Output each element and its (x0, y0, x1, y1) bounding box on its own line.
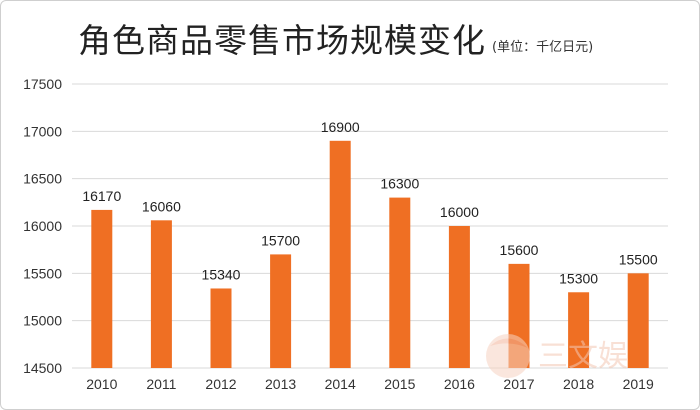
data-label: 15700 (261, 232, 300, 248)
bar-2016 (448, 226, 470, 368)
y-tick-label: 16500 (23, 171, 62, 187)
data-label: 15500 (619, 251, 658, 267)
x-tick-label: 2012 (205, 376, 236, 392)
x-tick-label: 2013 (265, 376, 296, 392)
x-tick-label: 2014 (325, 376, 356, 392)
bar-2012 (210, 288, 232, 368)
bar-2014 (329, 140, 351, 368)
data-label: 16900 (321, 119, 360, 135)
x-tick-label: 2015 (384, 376, 415, 392)
bar-2019 (627, 273, 649, 368)
bars (91, 140, 649, 368)
chart-title: 角色商品零售市场规模变化 (78, 21, 486, 60)
watermark-text: 三文娱 (538, 339, 628, 374)
x-tick-label: 2018 (563, 376, 594, 392)
data-label: 15340 (202, 266, 241, 282)
data-label: 16060 (142, 198, 181, 214)
x-axis: 2010 2011 2012 2013 2014 2015 2016 2017 2018 2019 (86, 376, 654, 392)
bar-2011 (150, 220, 172, 368)
bar-2013 (270, 254, 292, 368)
data-label: 15300 (559, 270, 598, 286)
bar-2010 (91, 209, 113, 368)
y-axis: 14500 15000 15500 16000 16500 17000 17500 (23, 76, 62, 376)
y-tick-label: 15500 (23, 265, 62, 281)
data-label: 15600 (500, 242, 539, 258)
x-tick-label: 2010 (86, 376, 117, 392)
bar-2015 (389, 197, 411, 368)
x-tick-label: 2017 (503, 376, 534, 392)
y-tick-label: 14500 (23, 360, 62, 376)
watermark-logo: 三文娱 (486, 334, 628, 378)
x-tick-label: 2016 (444, 376, 475, 392)
y-tick-label: 16000 (23, 218, 62, 234)
y-tick-label: 17000 (23, 123, 62, 139)
data-label: 16300 (380, 176, 419, 192)
data-labels: 16170 16060 15340 15700 16900 16300 16000 15600… (82, 119, 658, 286)
y-tick-label: 15000 (23, 313, 62, 329)
x-tick-label: 2011 (146, 376, 176, 392)
data-label: 16000 (440, 204, 479, 220)
bar-2018 (568, 292, 590, 368)
data-label: 16170 (82, 188, 121, 204)
x-tick-label: 2019 (623, 376, 654, 392)
chart-subtitle: (单位：千亿日元) (492, 40, 594, 55)
y-tick-label: 17500 (23, 76, 62, 92)
